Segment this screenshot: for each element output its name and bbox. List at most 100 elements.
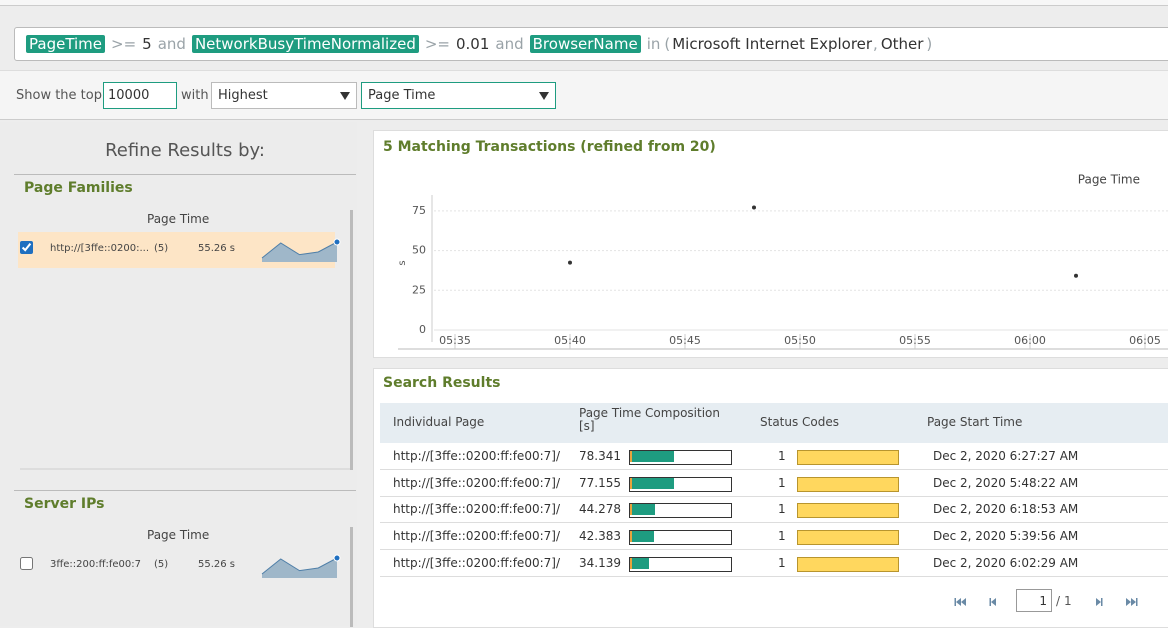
start-time: Dec 2, 2020 6:18:53 AM: [933, 502, 1078, 516]
results-panel: Search Results Individual Page Page Time C…: [373, 368, 1168, 628]
x-tick-label: 05:45: [669, 334, 701, 347]
start-time: Dec 2, 2020 6:27:27 AM: [933, 449, 1078, 463]
item-value: 55.26 s: [198, 559, 235, 570]
start-time: Dec 2, 2020 5:39:56 AM: [933, 529, 1078, 543]
legend-entry: Page Time: [1078, 173, 1140, 187]
page-url[interactable]: http://[3ffe::0200:ff:fe00:7]/: [393, 556, 560, 570]
scrollbar: [350, 210, 353, 470]
composition-box: [629, 557, 732, 572]
page-separator: /: [1056, 594, 1060, 608]
row-rule: [380, 469, 1168, 470]
bar: [990, 598, 992, 606]
x-tick-label: 06:00: [1014, 334, 1046, 347]
next-page[interactable]: [1092, 596, 1106, 608]
point: [1074, 274, 1078, 278]
checkbox[interactable]: [20, 241, 33, 254]
page-time: 77.155: [579, 476, 621, 490]
status-bar: [797, 557, 899, 572]
x-tick-label: 05:40: [554, 334, 586, 347]
icon: [955, 598, 967, 606]
y-tick-label: 0: [419, 323, 426, 336]
status-code: 1: [778, 449, 786, 463]
icon: [1126, 598, 1138, 606]
page-url[interactable]: http://[3ffe::0200:ff:fe00:7]/: [393, 476, 560, 490]
start-time: Dec 2, 2020 6:02:29 AM: [933, 556, 1078, 570]
item-row[interactable]: http://[3ffe::0200:...(5)55.26 s: [18, 232, 335, 268]
row-rule: [380, 496, 1168, 497]
status-bar: [797, 477, 899, 492]
point: [568, 261, 572, 265]
results-title: Search Results: [383, 375, 500, 391]
scrollbar: [350, 527, 353, 627]
column-header[interactable]: Individual Page: [393, 416, 553, 429]
triangle: [991, 598, 996, 606]
prev-page[interactable]: [986, 596, 1000, 608]
composition-box: [629, 503, 732, 518]
page-url[interactable]: http://[3ffe::0200:ff:fe00:7]/: [393, 449, 560, 463]
rule: [14, 490, 356, 491]
item-count: (5): [154, 559, 168, 570]
status-code: 1: [778, 556, 786, 570]
triangle: [1131, 598, 1136, 606]
composition-bar: [630, 504, 655, 515]
status-bar: [797, 530, 899, 545]
item-count: (5): [154, 243, 168, 254]
page-url[interactable]: http://[3ffe::0200:ff:fe00:7]/: [393, 502, 560, 516]
triangle: [956, 598, 961, 606]
icon: [990, 598, 997, 606]
y-axis-label: s: [397, 260, 408, 265]
item-value: 55.26 s: [198, 243, 235, 254]
status-bar: [797, 450, 899, 465]
checkbox[interactable]: [20, 557, 33, 570]
x-tick-label: 05:35: [439, 334, 471, 347]
paren: ): [926, 35, 932, 53]
sparkline-area: [262, 558, 337, 578]
y-tick-label: 50: [412, 244, 426, 257]
bar: [1101, 598, 1103, 606]
chart: 5 Matching Transactions (refined from 20…: [0, 0, 800, 228]
page-time: 34.139: [579, 556, 621, 570]
bar: [955, 598, 957, 606]
page-input[interactable]: 1: [1016, 589, 1052, 612]
item-row[interactable]: 3ffe::200:ff:fe00:7 (5) 55.26 s: [18, 548, 335, 584]
sparkline-dot: [334, 555, 340, 561]
composition-box: [629, 450, 732, 465]
status-code: 1: [778, 502, 786, 516]
page-url[interactable]: http://[3ffe::0200:ff:fe00:7]/: [393, 529, 560, 543]
chart-panel: 5 Matching Transactions (refined from 20…: [373, 130, 1168, 358]
start-time: Dec 2, 2020 5:48:22 AM: [933, 476, 1078, 490]
sparkline: [259, 234, 341, 264]
rule: [20, 468, 350, 470]
sparkline-dot: [334, 239, 340, 245]
triangle: [961, 598, 966, 606]
row-rule: [380, 549, 1168, 550]
section-title: Server IPs: [24, 496, 104, 512]
column-header: Page Time: [147, 528, 209, 542]
composition-box: [629, 530, 732, 545]
chart-title: 5 Matching Transactions (refined from 20…: [383, 139, 716, 155]
column-header[interactable]: Page Start Time: [927, 416, 1087, 429]
column-header[interactable]: Page Time Composition [s]: [579, 407, 729, 433]
row-rule: [380, 522, 1168, 523]
separator: ,: [873, 35, 878, 53]
last-page[interactable]: [1124, 596, 1138, 608]
status-bar: [797, 503, 899, 518]
item-label: 3ffe::200:ff:fe00:7: [50, 559, 141, 570]
triangle: [1096, 598, 1101, 606]
page-time: 78.341: [579, 449, 621, 463]
icon: [1096, 598, 1103, 606]
x-tick-label: 06:05: [1129, 334, 1161, 347]
status-code: 1: [778, 529, 786, 543]
column-header[interactable]: Status Codes: [760, 416, 920, 429]
y-tick-label: 75: [412, 204, 426, 217]
page-total: 1: [1064, 594, 1072, 608]
composition-bar: [630, 451, 674, 462]
query-value: Other: [881, 35, 924, 53]
triangle: [1126, 598, 1131, 606]
first-page[interactable]: [954, 596, 968, 608]
point: [752, 205, 756, 209]
y-tick-label: 25: [412, 283, 426, 296]
composition-box: [629, 477, 732, 492]
x-tick-label: 05:55: [899, 334, 931, 347]
